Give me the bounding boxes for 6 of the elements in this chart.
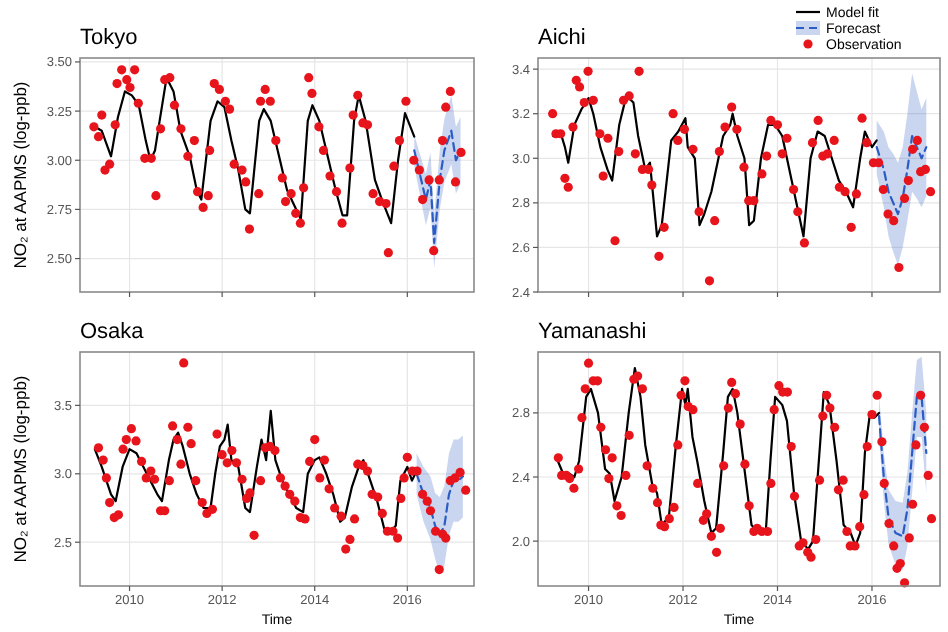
y-axis-title: NO₂ at AAPMS (log-ppb)	[10, 375, 30, 563]
chart-title: Yamanashi	[538, 320, 647, 344]
chart-title: Osaka	[80, 320, 146, 344]
y-axis-title: NO₂ at AAPMS (log-ppb)	[10, 81, 30, 269]
chart-title: Tokyo	[80, 26, 138, 50]
chart-title: Aichi	[538, 26, 586, 50]
